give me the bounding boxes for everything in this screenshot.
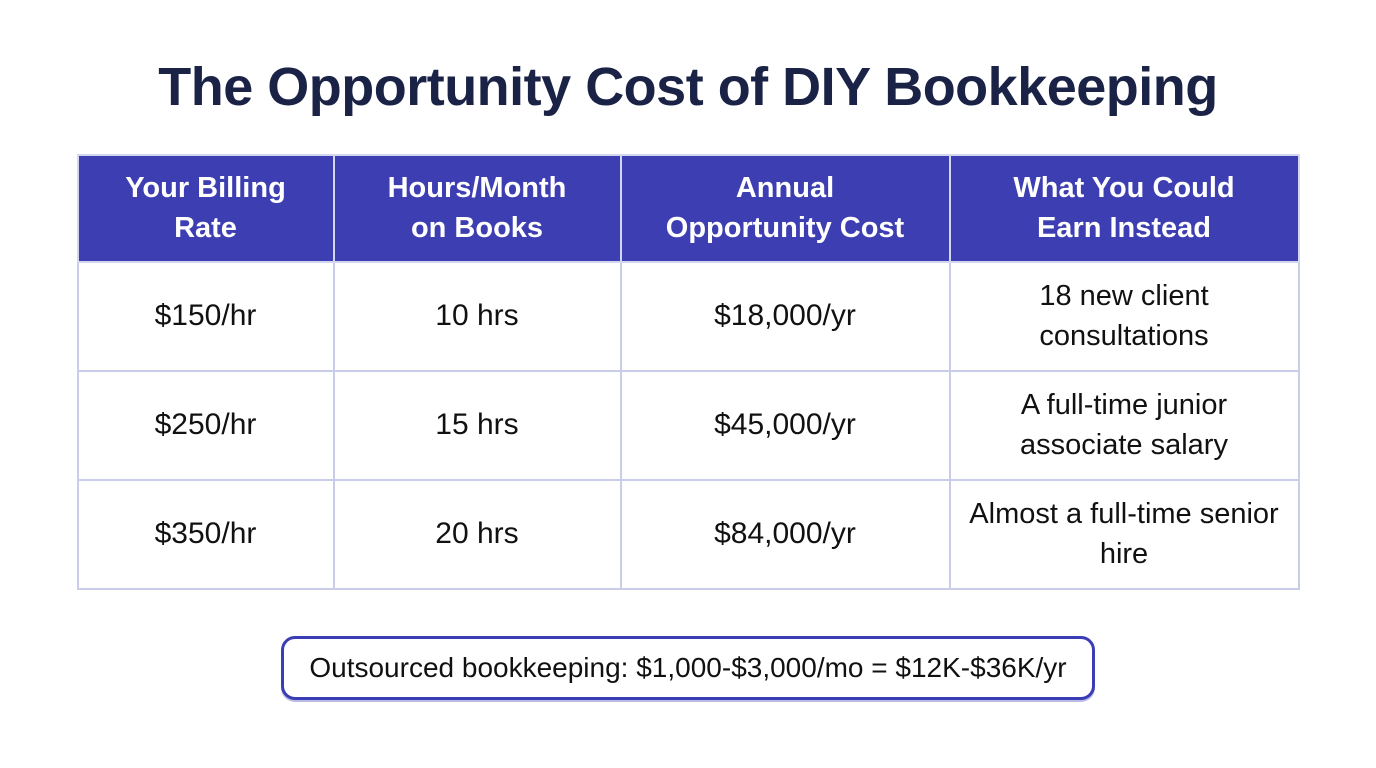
- cell-hours: 10 hrs: [332, 260, 622, 372]
- cell-opportunity-cost: $45,000/yr: [619, 369, 951, 481]
- cell-earn-instead: 18 new client consultations: [948, 260, 1300, 372]
- column-header-billing-rate: Your Billing Rate: [76, 154, 335, 263]
- column-header-hours-month: Hours/Month on Books: [332, 154, 622, 263]
- table-row: $350/hr 20 hrs $84,000/yr Almost a full-…: [76, 478, 1300, 590]
- table-row: $150/hr 10 hrs $18,000/yr 18 new client …: [76, 260, 1300, 372]
- cell-billing-rate: $150/hr: [76, 260, 335, 372]
- cell-earn-instead: Almost a full-time senior hire: [948, 478, 1300, 590]
- cell-hours: 15 hrs: [332, 369, 622, 481]
- opportunity-cost-table: Your Billing Rate Hours/Month on Books A…: [76, 154, 1300, 590]
- cell-billing-rate: $350/hr: [76, 478, 335, 590]
- summary-callout: Outsourced bookkeeping: $1,000-$3,000/mo…: [281, 635, 1095, 701]
- cell-opportunity-cost: $84,000/yr: [619, 478, 951, 590]
- page-title: The Opportunity Cost of DIY Bookkeeping: [158, 57, 1218, 117]
- table-header-row: Your Billing Rate Hours/Month on Books A…: [76, 154, 1300, 263]
- column-header-annual-opportunity-cost: Annual Opportunity Cost: [619, 154, 951, 263]
- summary-callout-text: Outsourced bookkeeping: $1,000-$3,000/mo…: [309, 651, 1067, 683]
- opportunity-cost-infographic: The Opportunity Cost of DIY Bookkeeping …: [0, 56, 1376, 768]
- column-header-earn-instead: What You Could Earn Instead: [948, 154, 1300, 263]
- cell-billing-rate: $250/hr: [76, 369, 335, 481]
- cell-earn-instead: A full-time junior associate salary: [948, 369, 1300, 481]
- cell-opportunity-cost: $18,000/yr: [619, 260, 951, 372]
- table-row: $250/hr 15 hrs $45,000/yr A full-time ju…: [76, 369, 1300, 481]
- cell-hours: 20 hrs: [332, 478, 622, 590]
